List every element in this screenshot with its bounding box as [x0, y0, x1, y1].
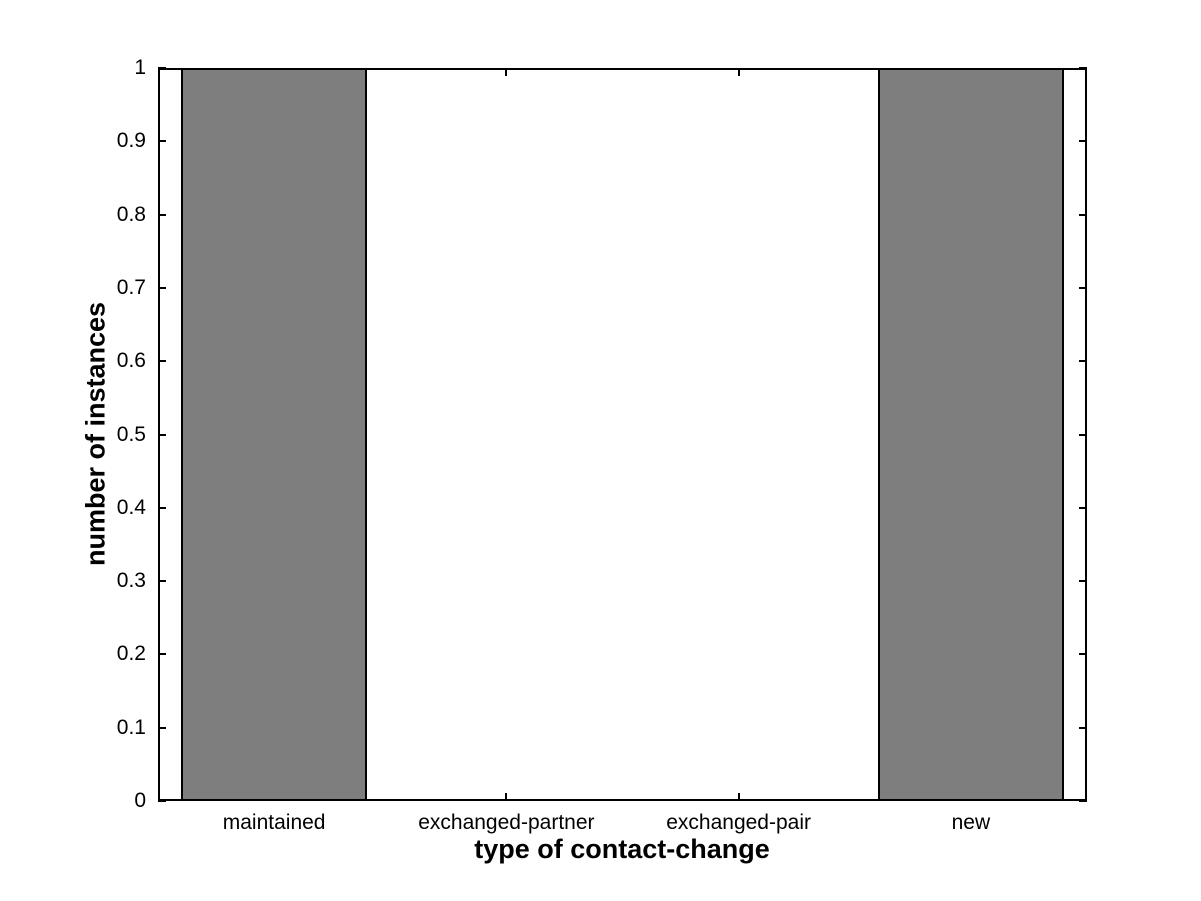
x-tick-label: exchanged-partner [418, 811, 595, 834]
y-tick-label: 0.6 [116, 349, 146, 373]
bar-new [877, 68, 1064, 801]
y-tick-label: 0.9 [116, 129, 146, 153]
x-tick-label: new [951, 811, 991, 834]
x-tick-bottom [505, 793, 508, 801]
x-tick-label: maintained [222, 811, 326, 834]
y-tick-right [1079, 286, 1087, 289]
y-tick-right [1079, 140, 1087, 143]
y-tick-left [158, 67, 166, 69]
y-tick-right [1079, 800, 1087, 802]
y-tick-left [158, 726, 166, 729]
x-tick-label: exchanged-pair [666, 811, 811, 834]
x-tick-top [505, 68, 508, 76]
y-tick-right [1079, 213, 1087, 216]
bar-maintained [181, 68, 368, 801]
y-tick-left [158, 140, 166, 143]
x-tick-bottom [737, 793, 740, 801]
y-tick-left [158, 286, 166, 289]
y-tick-right [1079, 653, 1087, 656]
plot-area [158, 67, 1087, 802]
y-tick-left [158, 433, 166, 436]
y-tick-right [1079, 67, 1087, 69]
y-tick-left [158, 360, 166, 363]
y-tick-left [158, 506, 166, 509]
y-tick-left [158, 800, 166, 802]
y-tick-label: 0.1 [116, 715, 146, 739]
y-tick-label: 0.2 [116, 642, 146, 666]
y-tick-right [1079, 360, 1087, 363]
y-tick-label: 0.7 [116, 275, 146, 299]
y-tick-label: 0.4 [116, 495, 146, 519]
y-tick-label: 0.5 [116, 422, 146, 446]
y-tick-label: 0.8 [116, 202, 146, 226]
y-tick-label: 1 [134, 56, 146, 79]
y-tick-right [1079, 433, 1087, 436]
y-tick-left [158, 213, 166, 216]
x-axis-label: type of contact-change [474, 834, 770, 864]
y-tick-label: 0.3 [116, 569, 146, 593]
y-tick-left [158, 653, 166, 656]
y-tick-label: 0 [134, 789, 146, 812]
y-tick-right [1079, 506, 1087, 509]
y-tick-left [158, 580, 166, 583]
y-tick-right [1079, 580, 1087, 583]
x-tick-top [737, 68, 740, 76]
y-tick-right [1079, 726, 1087, 729]
